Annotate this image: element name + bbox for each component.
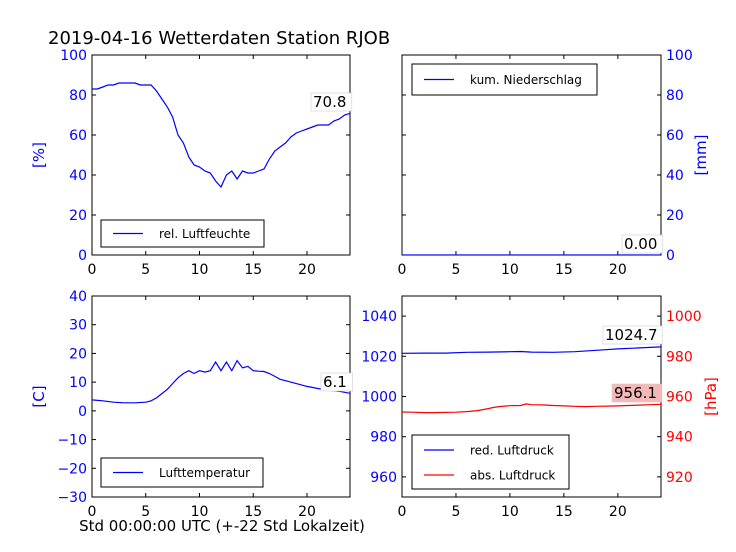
y-tick-label: 100 bbox=[60, 48, 87, 64]
x-tick-label: 10 bbox=[191, 262, 209, 278]
y-tick-label: 10 bbox=[69, 375, 87, 391]
y-tick-label: −20 bbox=[57, 461, 87, 477]
legend: red. Luftdruck abs. Luftdruck bbox=[411, 434, 570, 490]
series-line-0 bbox=[402, 346, 661, 354]
legend-label-0: red. Luftdruck bbox=[470, 444, 554, 458]
x-tick-label: 15 bbox=[555, 504, 573, 520]
panel-bottom-left: 0 5 10 15 20 −30 −20 −10 0 10 20 30 40 [C] Lufttempera… bbox=[30, 289, 353, 520]
y-tick-label: −30 bbox=[57, 490, 87, 506]
x-tick-label: 5 bbox=[451, 504, 460, 520]
last-value-box-0 bbox=[320, 372, 353, 392]
y-tick-label: 20 bbox=[69, 208, 87, 224]
y-tick-label: 40 bbox=[69, 289, 87, 305]
last-value-box-1 bbox=[611, 383, 663, 403]
y-tick-label: 20 bbox=[666, 208, 684, 224]
y-axis-label: [hPa] bbox=[702, 377, 720, 416]
series-line-0 bbox=[92, 82, 350, 189]
y-tick-label: 0 bbox=[78, 404, 87, 420]
panel-top-left: 0 5 10 15 20 0 20 40 60 80 100 [%] rel. Luftfeuchte 7… bbox=[30, 48, 353, 278]
x-tick-label: 5 bbox=[451, 262, 460, 278]
y-tick-label: 1000 bbox=[361, 390, 397, 406]
x-tick-label: 20 bbox=[609, 504, 627, 520]
legend-label-1: abs. Luftdruck bbox=[470, 469, 555, 483]
y-tick-label: 30 bbox=[69, 318, 87, 334]
last-value-label-0: 1024.7 bbox=[605, 326, 658, 344]
last-value-label-0: 6.1 bbox=[323, 373, 347, 391]
last-value-label-0: 0.00 bbox=[624, 235, 657, 253]
y-tick-label: 20 bbox=[69, 346, 87, 362]
last-value-box-0 bbox=[602, 325, 663, 345]
y-tick-label: 0 bbox=[666, 248, 675, 264]
y-tick-label: 80 bbox=[69, 88, 87, 104]
y-right-tick-label: 960 bbox=[666, 390, 693, 406]
legend-frame bbox=[411, 434, 570, 490]
last-value-box-0 bbox=[621, 234, 664, 254]
x-tick-label: 15 bbox=[244, 504, 262, 520]
y-axis-label: [%] bbox=[30, 142, 48, 168]
y-tick-label: 1020 bbox=[361, 349, 397, 365]
y-tick-label: 960 bbox=[370, 470, 397, 486]
y-tick-label: 980 bbox=[370, 430, 397, 446]
y-axis-label: [C] bbox=[30, 385, 48, 407]
x-tick-label: 5 bbox=[141, 504, 150, 520]
y-tick-label: 1040 bbox=[361, 309, 397, 325]
legend-label-0: kum. Niederschlag bbox=[470, 73, 582, 87]
series-line-0 bbox=[92, 359, 350, 404]
y-tick-label: 60 bbox=[69, 128, 87, 144]
x-tick-label: 15 bbox=[244, 262, 262, 278]
figure-xlabel: Std 00:00:00 UTC (+-22 Std Lokalzeit) bbox=[79, 517, 365, 535]
y-tick-label: 0 bbox=[78, 248, 87, 264]
figure-title: 2019-04-16 Wetterdaten Station RJOB bbox=[48, 28, 390, 49]
last-value-box-0 bbox=[310, 92, 353, 112]
axes-frame bbox=[91, 54, 351, 256]
x-tick-label: 0 bbox=[88, 504, 97, 520]
legend: rel. Luftfeuchte bbox=[100, 219, 265, 248]
x-tick-label: 10 bbox=[501, 262, 519, 278]
y-tick-label: 100 bbox=[666, 48, 693, 64]
x-tick-label: 10 bbox=[191, 504, 209, 520]
axes-frame bbox=[91, 295, 351, 498]
x-tick-label: 20 bbox=[298, 504, 316, 520]
y-right-tick-label: 980 bbox=[666, 349, 693, 365]
panel-top-right: 0 5 10 15 20 0 20 40 60 80 100 [mm] kum. Niederschla… bbox=[398, 48, 710, 278]
legend: kum. Niederschlag bbox=[411, 63, 598, 96]
y-tick-label: 80 bbox=[666, 88, 684, 104]
last-value-label-1: 956.1 bbox=[614, 384, 657, 402]
x-tick-label: 10 bbox=[501, 504, 519, 520]
legend-label-0: rel. Luftfeuchte bbox=[159, 227, 250, 241]
y-axis-label: [mm] bbox=[692, 135, 710, 176]
legend-label-0: Lufttemperatur bbox=[159, 466, 250, 480]
x-tick-label: 15 bbox=[555, 262, 573, 278]
x-tick-label: 0 bbox=[398, 262, 407, 278]
y-right-tick-label: 920 bbox=[666, 470, 693, 486]
y-tick-label: 60 bbox=[666, 128, 684, 144]
y-right-tick-label: 940 bbox=[666, 430, 693, 446]
x-tick-label: 0 bbox=[88, 262, 97, 278]
y-tick-label: 40 bbox=[666, 168, 684, 184]
last-value-label-0: 70.8 bbox=[313, 93, 346, 111]
y-tick-label: −10 bbox=[57, 433, 87, 449]
x-tick-label: 5 bbox=[141, 262, 150, 278]
x-tick-label: 0 bbox=[398, 504, 407, 520]
series-line-1 bbox=[402, 403, 661, 414]
x-tick-label: 20 bbox=[298, 262, 316, 278]
y-right-tick-label: 1000 bbox=[666, 309, 702, 325]
panel-bottom-right: 0 5 10 15 20 960 980 1000 1020 1040 920 940 960 980 10… bbox=[361, 295, 720, 520]
legend: Lufttemperatur bbox=[100, 457, 264, 488]
y-tick-label: 40 bbox=[69, 168, 87, 184]
x-tick-label: 20 bbox=[609, 262, 627, 278]
